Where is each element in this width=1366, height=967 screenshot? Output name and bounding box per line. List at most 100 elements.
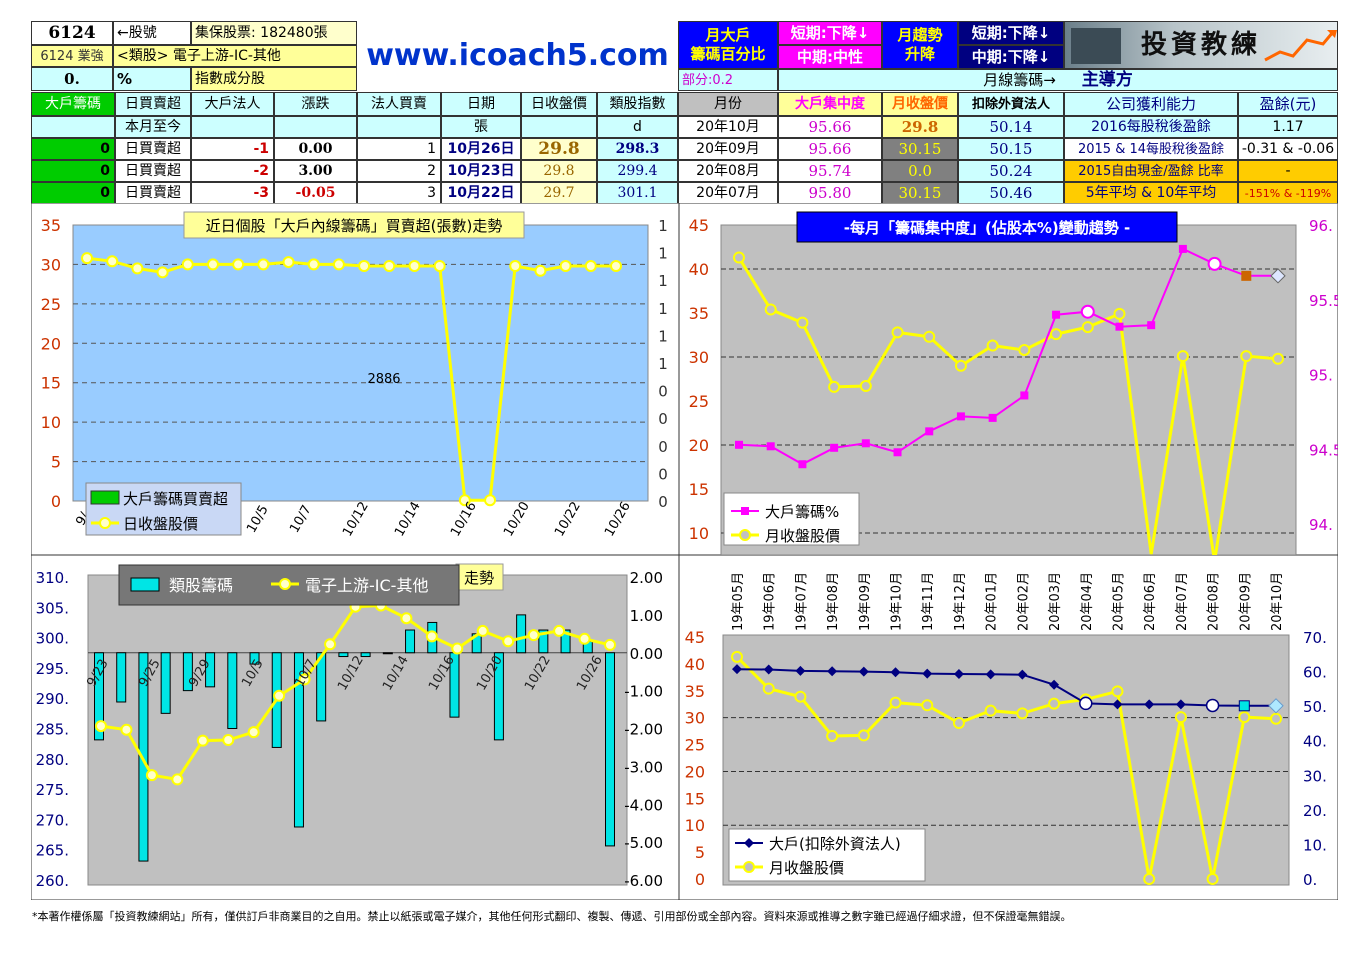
daily-header-6: 日收盤價	[521, 92, 597, 116]
daily-cell-change: -0.05	[274, 182, 357, 204]
legend-box	[728, 828, 926, 882]
series-line-close	[735, 655, 1277, 880]
bar-sector-chip	[227, 652, 238, 729]
data-point-close	[1174, 711, 1187, 724]
daily-cell-label: 日買賣超	[115, 138, 191, 160]
bar-sector-chip	[249, 652, 260, 665]
zero-value: 0.	[31, 67, 113, 91]
data-point-close	[383, 260, 396, 273]
y-tick-left: 45	[685, 628, 705, 647]
data-point-close	[156, 266, 169, 279]
daily-cell-legal: -2	[191, 160, 274, 182]
y-tick-right: 0	[658, 383, 668, 401]
mid-term-1: 中期:中性	[778, 45, 882, 69]
y-tick-left: 25	[689, 392, 709, 411]
data-point-close	[408, 260, 421, 273]
legend-swatch-bar	[90, 490, 120, 505]
data-point-close	[952, 717, 965, 730]
x-tick: 20年10月	[1270, 572, 1285, 631]
monthly-cell-ex: 50.15	[958, 138, 1064, 160]
daily-unit-2	[191, 116, 274, 138]
data-point-concentration	[1207, 256, 1222, 271]
data-point-big-ex	[1175, 699, 1186, 710]
y-tick-left: 290.	[36, 690, 69, 708]
data-point-concentration	[925, 427, 934, 436]
monthly-cell-ex: 50.46	[958, 182, 1064, 204]
data-point-big-ex	[985, 669, 996, 680]
bar-sector-chip	[405, 629, 416, 654]
profit-label: 2015 & 14每股稅後盈餘	[1064, 138, 1238, 160]
daily-cell-big: 0	[31, 138, 115, 160]
legend-marker	[743, 861, 755, 873]
data-point-concentration	[956, 412, 965, 421]
data-point-index	[578, 632, 591, 645]
title-box	[796, 211, 1178, 243]
y-tick-left: 5	[51, 453, 61, 472]
daily-cell-close: 29.8	[521, 160, 597, 182]
y-tick-right: 0.	[1303, 871, 1317, 889]
data-point-index	[145, 769, 158, 782]
series-line-concentration	[738, 247, 1278, 466]
data-point-concentration	[861, 439, 870, 448]
x-tick: 19年05月	[731, 572, 746, 631]
y-tick-left: 15	[41, 374, 61, 393]
data-point-close	[332, 258, 345, 271]
y-tick-right: 94.5	[1309, 441, 1338, 459]
x-tick: 19年12月	[953, 572, 968, 631]
data-point-concentration	[1052, 310, 1061, 319]
y-tick-left: 260.	[36, 872, 69, 890]
monthly-trend-2: 升降	[904, 45, 935, 63]
daily-header-2: 大戶法人	[191, 92, 274, 116]
daily-cell-legal: -3	[191, 182, 274, 204]
y-tick-left: 265.	[36, 842, 69, 860]
x-tick: 20年06月	[1143, 572, 1158, 631]
data-point-close	[131, 262, 144, 275]
data-point-close	[794, 690, 807, 703]
y-tick-left: 45	[689, 216, 709, 235]
y-tick-right: -4.00	[624, 796, 663, 814]
daily-cell-close: 29.8	[521, 138, 597, 160]
x-tick: 19年09月	[858, 572, 873, 631]
data-point-close	[796, 316, 809, 329]
y-tick-left: 285.	[36, 721, 69, 739]
y-tick-right: 70.	[1303, 629, 1327, 647]
profit-value: -	[1238, 160, 1338, 182]
legend-label: 電子上游-IC-其他	[305, 576, 428, 595]
y-tick-right: 40.	[1303, 733, 1327, 751]
data-point-close	[484, 494, 497, 507]
data-point-close	[1111, 685, 1124, 698]
data-point-index	[604, 638, 616, 651]
daily-unit-7: d	[597, 116, 678, 138]
data-point-close	[433, 260, 446, 273]
profit-label: 2016每股稅後盈餘	[1064, 116, 1238, 138]
monthly-cell-month: 20年10月	[678, 116, 778, 138]
site-url[interactable]: www.icoach5.com	[366, 38, 669, 73]
daily-unit-4	[357, 116, 441, 138]
y-tick-left: 35	[41, 216, 61, 235]
bar-sector-chip	[538, 629, 549, 654]
profit-value: -151% & -119%	[1238, 182, 1338, 204]
daily-cell-index: 299.4	[597, 160, 678, 182]
legend-marker	[744, 838, 754, 848]
data-point-close	[857, 729, 870, 742]
data-point-big-ex	[922, 668, 933, 679]
y-tick-right: 1	[658, 272, 668, 290]
logo: 投資教練	[1064, 21, 1338, 69]
profit-header-1: 盈餘(元)	[1238, 92, 1338, 116]
data-point-close	[984, 704, 997, 717]
data-point-close	[1081, 321, 1094, 334]
data-point-concentration	[1147, 321, 1156, 330]
data-point-big-ex	[1205, 698, 1220, 713]
y-tick-right: 96.	[1309, 217, 1333, 235]
daily-cell-inst: 2	[357, 160, 441, 182]
bar-sector-chip	[360, 652, 371, 658]
data-point-close	[559, 260, 572, 273]
chart-title: 走勢	[464, 569, 494, 587]
y-tick-right: 30.	[1303, 767, 1327, 785]
bar-sector-chip	[338, 652, 349, 658]
series-line-big-ex	[736, 668, 1276, 707]
daily-cell-legal: -1	[191, 138, 274, 160]
data-point-close	[828, 380, 841, 393]
data-point-close	[206, 258, 219, 271]
y-tick-left: 40	[689, 260, 709, 279]
